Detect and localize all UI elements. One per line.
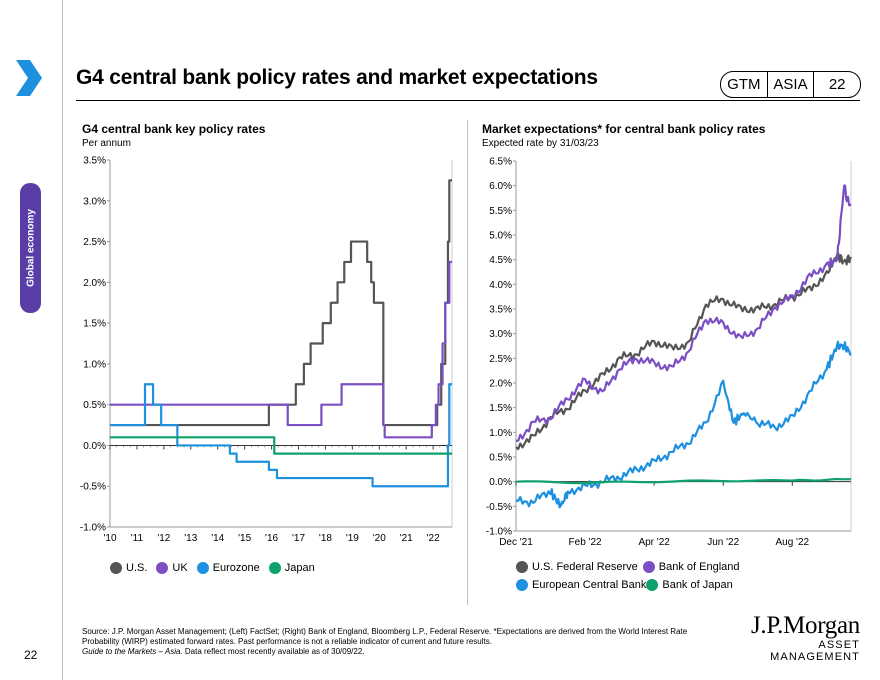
left-chart-legend: U.S. UK Eurozone Japan <box>110 559 450 577</box>
right-y-tick-label: 3.5% <box>489 305 512 316</box>
left-y-tick-label: 0.5% <box>83 400 106 411</box>
left-y-tick-label: 1.5% <box>83 319 106 330</box>
badge-gtm: GTM <box>727 76 761 93</box>
legend-dot-icon <box>516 561 528 573</box>
right-series-u-s-federal-reserve-line <box>515 251 852 451</box>
legend-item-japan[interactable]: Japan <box>268 559 315 577</box>
left-y-tick-label: 1.0% <box>83 359 106 370</box>
right-chart-subtitle: Expected rate by 31/03/23 <box>482 138 599 149</box>
right-y-tick-label: -0.5% <box>486 502 512 513</box>
right-y-tick-label: 0.5% <box>489 453 512 464</box>
page-title: G4 central bank policy rates and market … <box>76 66 598 89</box>
left-y-tick-label: -1.0% <box>80 523 106 534</box>
right-y-tick-label: -1.0% <box>486 527 512 538</box>
logo-subtitle: ASSET MANAGEMENT <box>770 639 860 663</box>
badge-region: ASIA <box>766 72 814 97</box>
right-y-tick-label: 5.0% <box>489 231 512 242</box>
legend-dot-icon <box>646 579 659 591</box>
title-divider <box>76 100 860 101</box>
right-x-tick-label: Apr '22 <box>638 537 670 548</box>
left-series-u-s-line <box>110 179 452 427</box>
right-chart-title: Market expectations* for central bank po… <box>482 122 766 136</box>
right-x-tick-label: Feb '22 <box>569 537 602 548</box>
right-x-tick-label: Aug '22 <box>775 537 809 548</box>
jpmorgan-logo[interactable]: J.P.Morgan ASSET MANAGEMENT <box>738 612 860 663</box>
right-y-tick-label: 1.5% <box>489 403 512 414</box>
legend-item-ecb[interactable]: European Central Bank <box>516 576 646 594</box>
right-x-tick-label: Jun '22 <box>707 537 739 548</box>
left-x-tick-label: '17 <box>292 533 305 544</box>
left-y-tick-label: 2.0% <box>83 278 106 289</box>
right-y-tick-label: 0.0% <box>489 477 512 488</box>
chevron-right-icon[interactable] <box>14 58 44 98</box>
legend-item-boe[interactable]: Bank of England <box>642 558 740 576</box>
legend-dot-icon <box>196 562 209 574</box>
left-x-tick-label: '11 <box>131 533 144 544</box>
right-y-tick-label: 2.5% <box>489 354 512 365</box>
right-y-tick-label: 6.0% <box>489 181 512 192</box>
left-x-tick-label: '16 <box>265 533 278 544</box>
legend-dot-icon <box>516 579 528 591</box>
right-y-tick-label: 4.0% <box>489 280 512 291</box>
legend-item-uk[interactable]: UK <box>156 559 188 577</box>
chart-divider <box>467 120 468 605</box>
legend-dot-icon <box>156 562 169 574</box>
left-x-tick-label: '21 <box>400 533 413 544</box>
left-y-tick-label: 3.0% <box>83 196 106 207</box>
right-y-tick-label: 2.0% <box>489 379 512 390</box>
left-x-tick-label: '18 <box>319 533 332 544</box>
left-chart: 3.5% 3.0% 2.5% 2.0% 1.5% 1.0% 0.5% 0.0% -0.5% -1.… <box>80 156 453 544</box>
right-y-tick-label: 3.0% <box>489 329 512 340</box>
right-x-tick-label: Dec '21 <box>499 537 533 548</box>
left-y-tick-label: 0.0% <box>83 441 106 452</box>
legend-item-boj[interactable]: Bank of Japan <box>646 576 733 594</box>
left-x-tick-label: '14 <box>211 533 224 544</box>
left-series-uk-line <box>110 260 452 439</box>
legend-dot-icon <box>268 562 281 574</box>
legend-item-eurozone[interactable]: Eurozone <box>196 559 260 577</box>
section-tab[interactable]: Global economy <box>20 183 41 313</box>
left-x-tick-label: '10 <box>103 533 116 544</box>
left-chart-subtitle: Per annum <box>82 138 131 149</box>
legend-item-fed[interactable]: U.S. Federal Reserve <box>516 558 638 576</box>
sidebar-divider <box>62 0 63 680</box>
left-y-tick-label: 3.5% <box>83 156 106 167</box>
gtm-badge: GTM ASIA 22 <box>720 71 861 98</box>
footnote-source: Source: J.P. Morgan Asset Management; (L… <box>82 627 688 646</box>
legend-item-us[interactable]: U.S. <box>110 559 147 577</box>
left-chart-title: G4 central bank key policy rates <box>82 122 266 136</box>
left-series-japan-line <box>110 436 452 455</box>
right-y-tick-label: 4.5% <box>489 255 512 266</box>
legend-dot-icon <box>642 561 655 573</box>
right-y-tick-label: 5.5% <box>489 206 512 217</box>
badge-page: 22 <box>813 72 860 97</box>
left-x-tick-label: '15 <box>238 533 251 544</box>
left-y-tick-label: -0.5% <box>80 482 106 493</box>
right-series-bank-of-japan-line <box>515 477 852 485</box>
left-x-tick-label: '13 <box>184 533 197 544</box>
section-tab-label: Global economy <box>25 209 36 287</box>
left-y-tick-label: 2.5% <box>83 237 106 248</box>
logo-wordmark: J.P.Morgan <box>750 612 860 639</box>
left-series-eurozone-line <box>110 383 452 488</box>
legend-dot-icon <box>110 562 122 574</box>
footnote: Source: J.P. Morgan Asset Management; (L… <box>82 627 722 657</box>
right-y-tick-label: 1.0% <box>489 428 512 439</box>
right-chart: 6.5% 6.0% 5.5% 5.0% 4.5% 4.0% 3.5% 3.0% 2.5% 2.0%… <box>486 157 852 548</box>
left-x-tick-label: '12 <box>157 533 170 544</box>
left-x-tick-label: '22 <box>427 533 440 544</box>
right-series-bank-of-england-line <box>515 184 852 443</box>
page-number: 22 <box>24 648 38 662</box>
footnote-guide: Guide to the Markets – Asia. Data reflec… <box>82 647 365 656</box>
right-series-european-central-bank-line <box>515 340 852 509</box>
left-x-tick-label: '19 <box>346 533 359 544</box>
right-y-tick-label: 6.5% <box>489 157 512 168</box>
right-chart-legend: U.S. Federal Reserve Bank of England Eur… <box>516 558 871 594</box>
left-x-tick-label: '20 <box>373 533 386 544</box>
